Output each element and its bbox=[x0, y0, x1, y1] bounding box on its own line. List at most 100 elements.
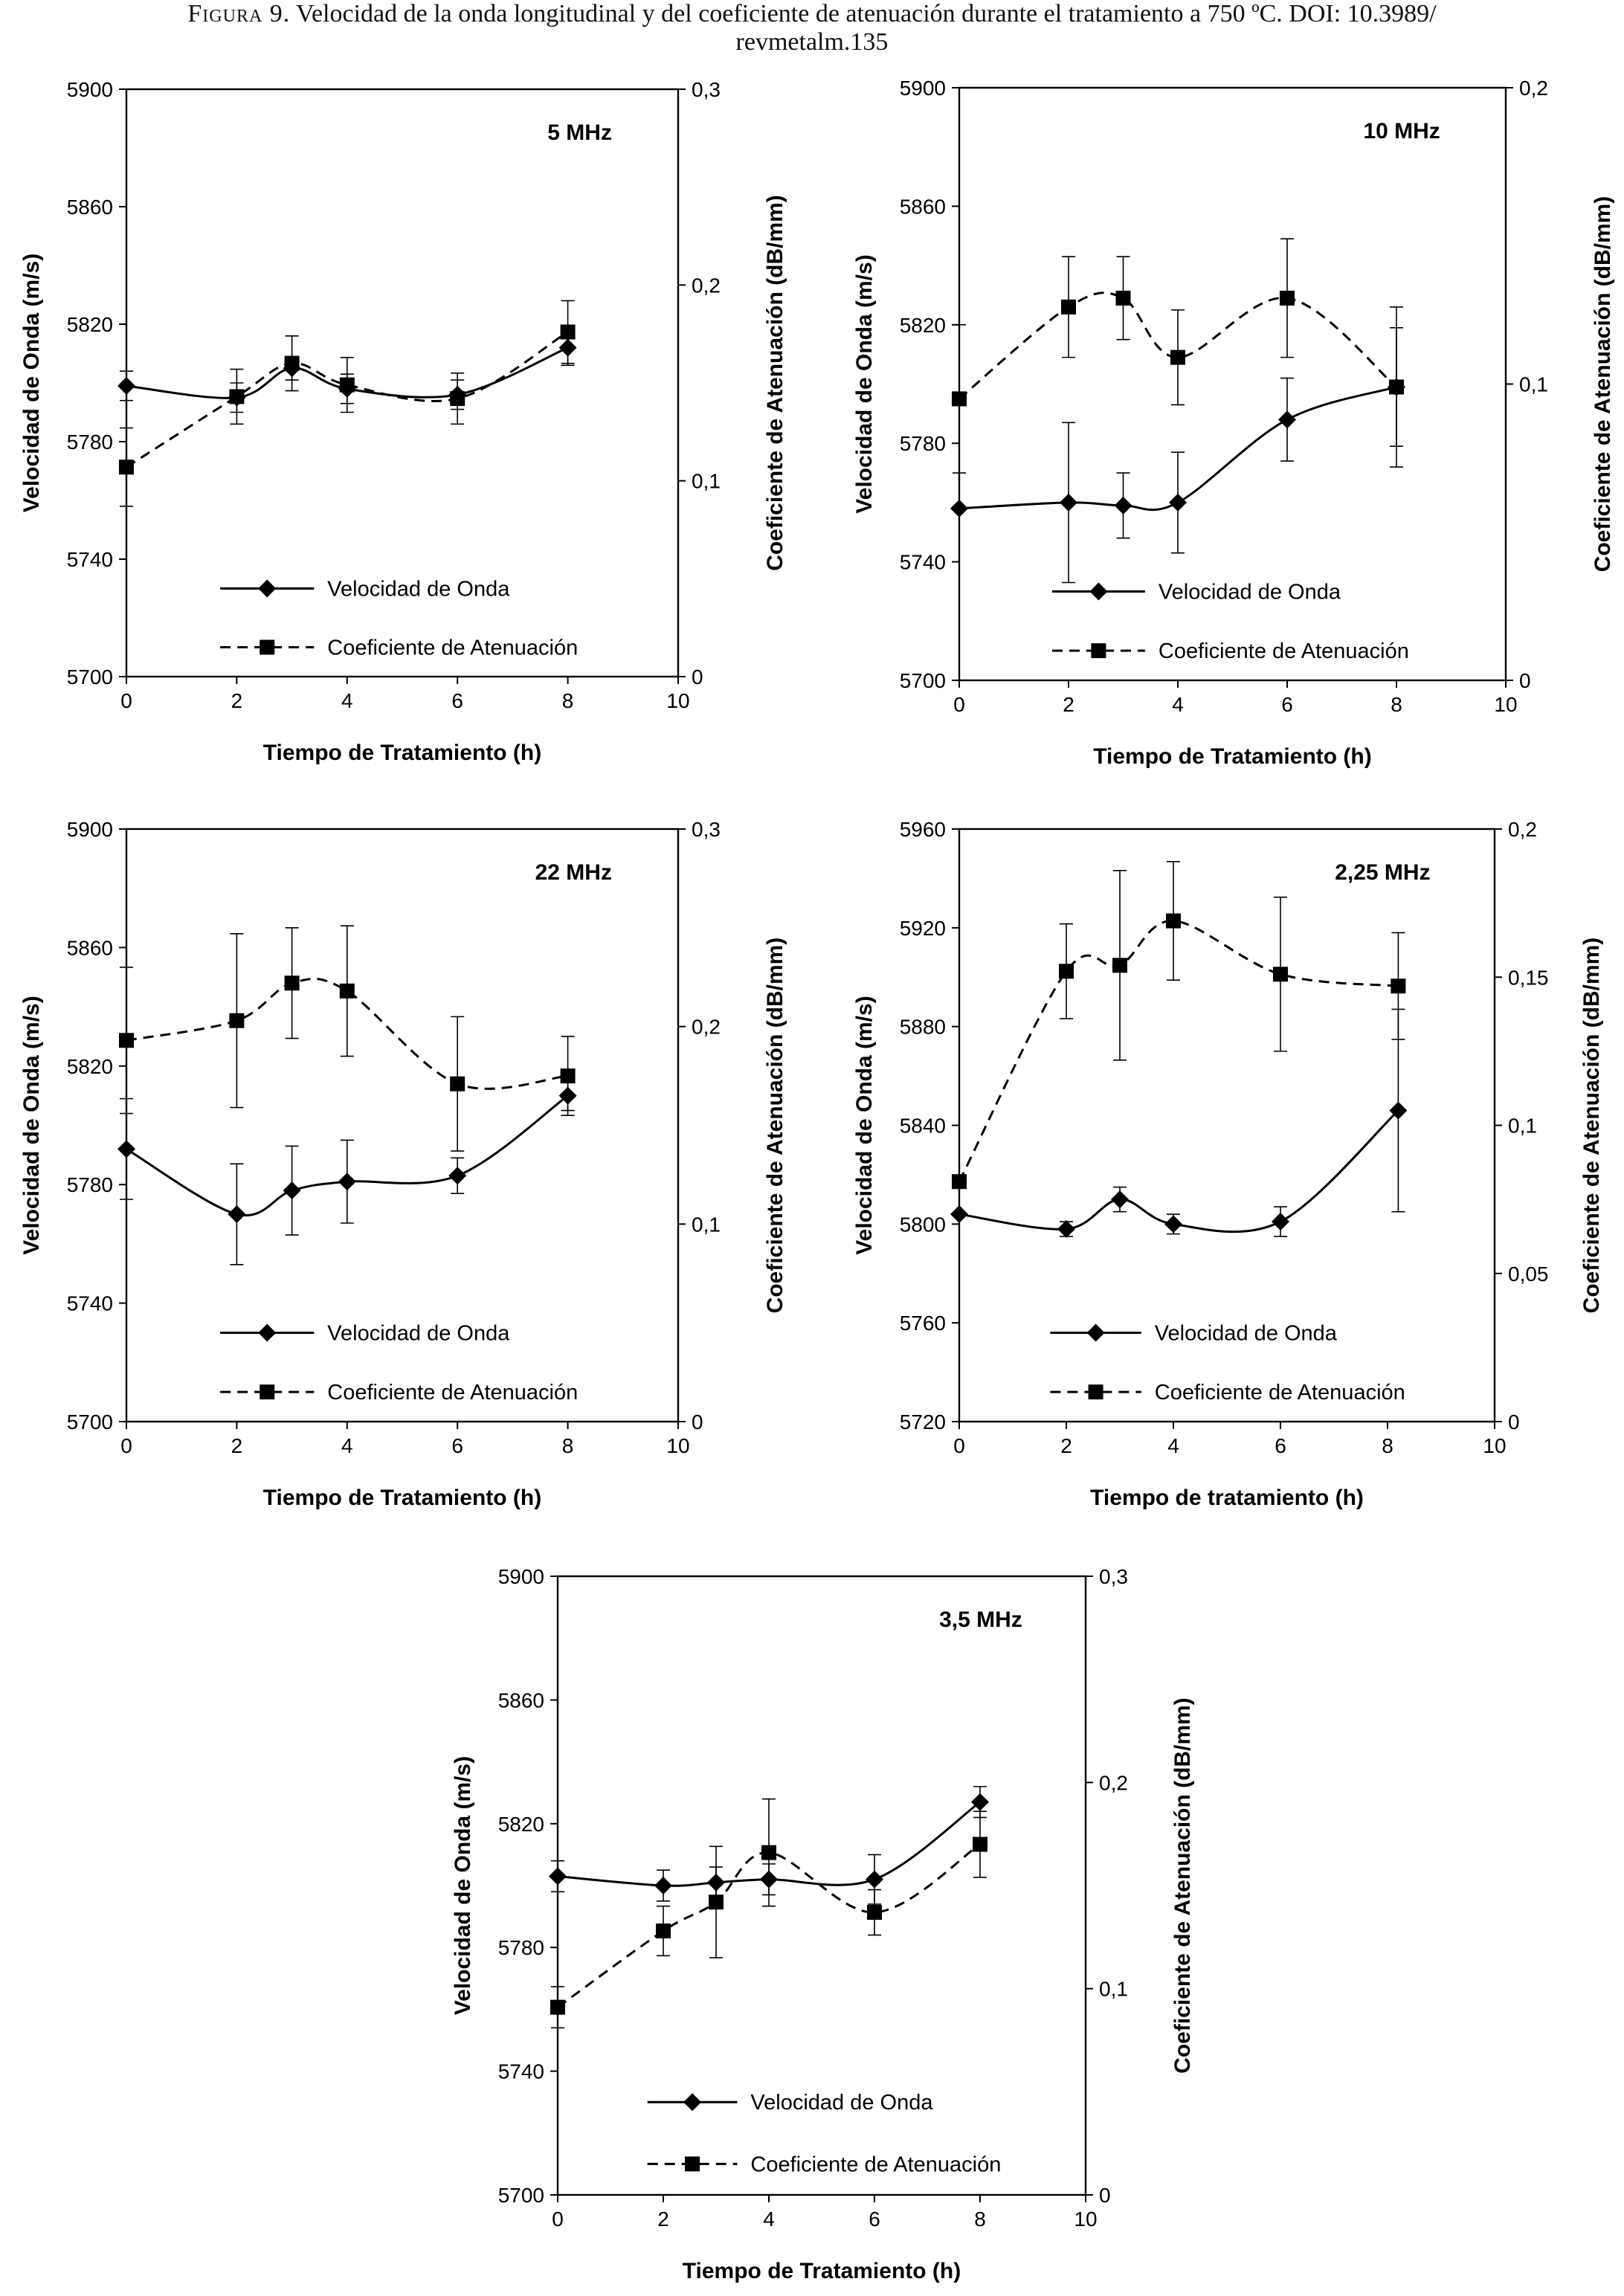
y-axis-title: Velocidad de Onda (m/s) bbox=[451, 1756, 475, 2015]
y2-tick-label: 0,15 bbox=[1508, 966, 1549, 989]
x-tick-label: 6 bbox=[451, 1434, 463, 1457]
y-tick-label: 5860 bbox=[67, 936, 113, 959]
data-point bbox=[1112, 958, 1127, 973]
x-tick-label: 8 bbox=[1382, 1434, 1393, 1457]
data-point bbox=[1111, 1190, 1129, 1209]
series-line bbox=[126, 346, 569, 399]
legend-marker bbox=[258, 1323, 277, 1342]
data-point bbox=[1272, 1213, 1289, 1231]
y-axis-title: Velocidad de Onda (m/s) bbox=[852, 254, 877, 513]
x-tick-label: 6 bbox=[1281, 693, 1293, 716]
frequency-annotation: 5 MHz bbox=[547, 120, 612, 145]
y-tick-label: 5740 bbox=[498, 2060, 544, 2083]
data-point bbox=[549, 1867, 567, 1886]
y-tick-label: 5700 bbox=[498, 2184, 544, 2207]
y2-tick-label: 0,1 bbox=[692, 470, 721, 493]
series bbox=[117, 1080, 577, 1265]
y2-tick-label: 0,1 bbox=[1508, 1115, 1537, 1138]
data-point bbox=[1170, 349, 1185, 365]
legend-label: Coeficiente de Atenuación bbox=[1159, 639, 1409, 663]
data-point bbox=[656, 1923, 671, 1939]
x-tick-label: 2 bbox=[1060, 1434, 1072, 1457]
data-point bbox=[560, 1068, 576, 1084]
x-tick-label: 10 bbox=[666, 1434, 689, 1457]
data-point bbox=[119, 1033, 134, 1048]
data-point bbox=[1273, 967, 1288, 982]
data-point bbox=[1389, 379, 1404, 395]
series bbox=[119, 925, 576, 1152]
y-tick-label: 5920 bbox=[900, 917, 946, 940]
legend-entry: Velocidad de Onda bbox=[647, 2091, 933, 2115]
y2-tick-label: 0,2 bbox=[692, 1016, 721, 1039]
legend-label: Velocidad de Onda bbox=[750, 2091, 933, 2115]
legend-label: Coeficiente de Atenuación bbox=[750, 2152, 1001, 2176]
y-tick-label: 5740 bbox=[67, 548, 113, 571]
y-tick-label: 5740 bbox=[67, 1292, 113, 1315]
data-point bbox=[1280, 290, 1295, 306]
y-tick-label: 5760 bbox=[900, 1312, 946, 1335]
y-tick-label: 5820 bbox=[900, 314, 946, 337]
legend-label: Coeficiente de Atenuación bbox=[327, 1381, 578, 1405]
x-tick-label: 4 bbox=[341, 1434, 353, 1457]
legend-label: Velocidad de Onda bbox=[1159, 580, 1341, 604]
series-line bbox=[958, 386, 1397, 512]
chart-panel: 0 2 4 6 8 10 5700 5740 5780 5820 5860 5900 0 0,1 0,2 0,… bbox=[19, 78, 787, 765]
data-point bbox=[950, 1205, 968, 1224]
data-point bbox=[1166, 913, 1181, 929]
x-axis-title: Tiempo de tratamiento (h) bbox=[1090, 1486, 1364, 1510]
legend-marker bbox=[1091, 643, 1106, 659]
data-point bbox=[1061, 299, 1076, 315]
legend-entry: Coeficiente de Atenuación bbox=[220, 1381, 578, 1405]
y-tick-label: 5860 bbox=[498, 1689, 544, 1712]
y-tick-label: 5860 bbox=[67, 196, 113, 219]
data-point bbox=[339, 983, 355, 999]
x-tick-label: 8 bbox=[974, 2208, 986, 2231]
x-tick-label: 2 bbox=[231, 1434, 243, 1457]
y2-tick-label: 0 bbox=[692, 665, 703, 689]
data-point bbox=[950, 499, 968, 517]
data-point bbox=[1169, 493, 1187, 512]
y2-tick-label: 0 bbox=[1099, 2184, 1111, 2207]
y2-tick-label: 0,3 bbox=[692, 78, 721, 101]
series bbox=[952, 861, 1406, 1190]
data-point bbox=[866, 1870, 883, 1889]
y-tick-label: 5740 bbox=[900, 551, 946, 574]
y-tick-label: 5840 bbox=[900, 1115, 946, 1138]
legend-marker bbox=[1089, 582, 1108, 601]
y2-tick-label: 0,1 bbox=[1519, 373, 1548, 396]
y-tick-label: 5820 bbox=[67, 1055, 113, 1078]
legend-marker bbox=[258, 579, 277, 598]
data-point bbox=[448, 1167, 467, 1185]
data-point bbox=[1115, 290, 1131, 306]
figure-caption-text-line1: Velocidad de la onda longitudinal y del … bbox=[296, 0, 1437, 28]
y-tick-label: 5800 bbox=[900, 1213, 946, 1236]
x-tick-label: 8 bbox=[1391, 693, 1402, 716]
series bbox=[952, 238, 1404, 474]
series-line bbox=[958, 1109, 1399, 1234]
series-line bbox=[557, 1843, 981, 2008]
legend-entry: Velocidad de Onda bbox=[220, 578, 510, 602]
x-tick-label: 6 bbox=[1275, 1434, 1286, 1457]
legend-entry: Coeficiente de Atenuación bbox=[1051, 639, 1409, 663]
y2-tick-label: 0 bbox=[1519, 669, 1531, 692]
series-line bbox=[958, 920, 1399, 1182]
legend-label: Coeficiente de Atenuación bbox=[1155, 1381, 1405, 1405]
data-point bbox=[284, 355, 300, 371]
frequency-annotation: 22 MHz bbox=[535, 860, 612, 885]
chart-panel: 0 2 4 6 8 10 5700 5740 5780 5820 5860 5900 0 0,1 0,2 0,… bbox=[19, 818, 787, 1510]
x-axis-title: Tiempo de Tratamiento (h) bbox=[1093, 744, 1372, 769]
x-tick-label: 2 bbox=[231, 689, 243, 712]
legend-entry: Velocidad de Onda bbox=[220, 1321, 510, 1345]
legend-marker bbox=[260, 1384, 275, 1400]
series-line bbox=[126, 331, 569, 468]
data-point bbox=[971, 1793, 989, 1811]
x-tick-label: 10 bbox=[666, 689, 689, 712]
data-point bbox=[973, 1837, 987, 1852]
frequency-annotation: 2,25 MHz bbox=[1335, 860, 1430, 885]
x-tick-label: 6 bbox=[869, 2208, 880, 2231]
data-point bbox=[117, 1140, 135, 1158]
y-tick-label: 5780 bbox=[900, 432, 946, 455]
data-point bbox=[284, 976, 300, 991]
data-point bbox=[339, 377, 355, 393]
